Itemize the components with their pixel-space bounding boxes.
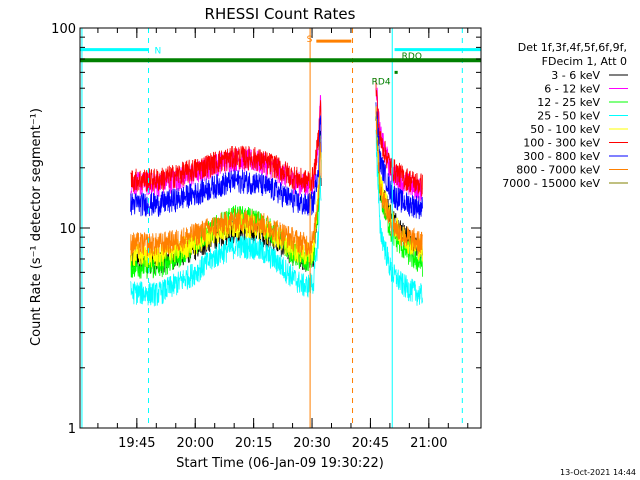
legend-label-3: 25 - 50 keV [537,110,600,123]
footer-date: 13-Oct-2021 14:44 [560,468,636,477]
legend-label-0: 3 - 6 keV [551,69,600,82]
x-tick-label-2: 20:15 [235,436,272,451]
series-line-3 [130,129,423,307]
annotation-label-0: N [155,47,162,57]
x-tick-label-0: 19:45 [118,436,155,451]
annotation-label-3: RD4 [372,77,391,87]
legend-header-1: FDecim 1, Att 0 [542,55,627,68]
annotation-label-4: RDO [402,52,422,62]
legend-label-5: 100 - 300 keV [523,137,600,150]
legend: Det 1f,3f,4f,5f,6f,9f,FDecim 1, Att 03 -… [502,41,628,190]
plot-area: N S RD4 RDO 19:45 20:00 20:15 20:30 20:45 21:00 1 1… [51,22,482,451]
x-tick-label-1: 20:00 [177,436,214,451]
legend-label-6: 300 - 800 keV [523,150,600,163]
x-tick-label-4: 20:45 [352,436,389,451]
legend-label-4: 50 - 100 keV [530,123,600,136]
series-line-7 [130,106,423,257]
annotation-label-2: S [307,35,313,45]
y-axis-label: Count Rate (s⁻¹ detector segment⁻¹) [29,108,44,346]
legend-label-8: 7000 - 15000 keV [502,177,600,190]
y-tick-label-0: 1 [68,422,76,437]
x-tick-label-3: 20:30 [293,436,330,451]
y-tick-label-1: 10 [59,222,76,237]
series-line-5 [130,78,423,197]
series-line-6 [130,102,423,220]
chart-title: RHESSI Count Rates [205,5,356,23]
legend-label-2: 12 - 25 keV [537,96,600,109]
legend-header-0: Det 1f,3f,4f,5f,6f,9f, [518,41,627,54]
x-axis-label: Start Time (06-Jan-09 19:30:22) [176,456,384,471]
x-tick-label-5: 21:00 [410,436,447,451]
legend-label-1: 6 - 12 keV [544,83,600,96]
legend-label-7: 800 - 7000 keV [516,164,600,177]
y-tick-label-2: 100 [51,22,76,37]
